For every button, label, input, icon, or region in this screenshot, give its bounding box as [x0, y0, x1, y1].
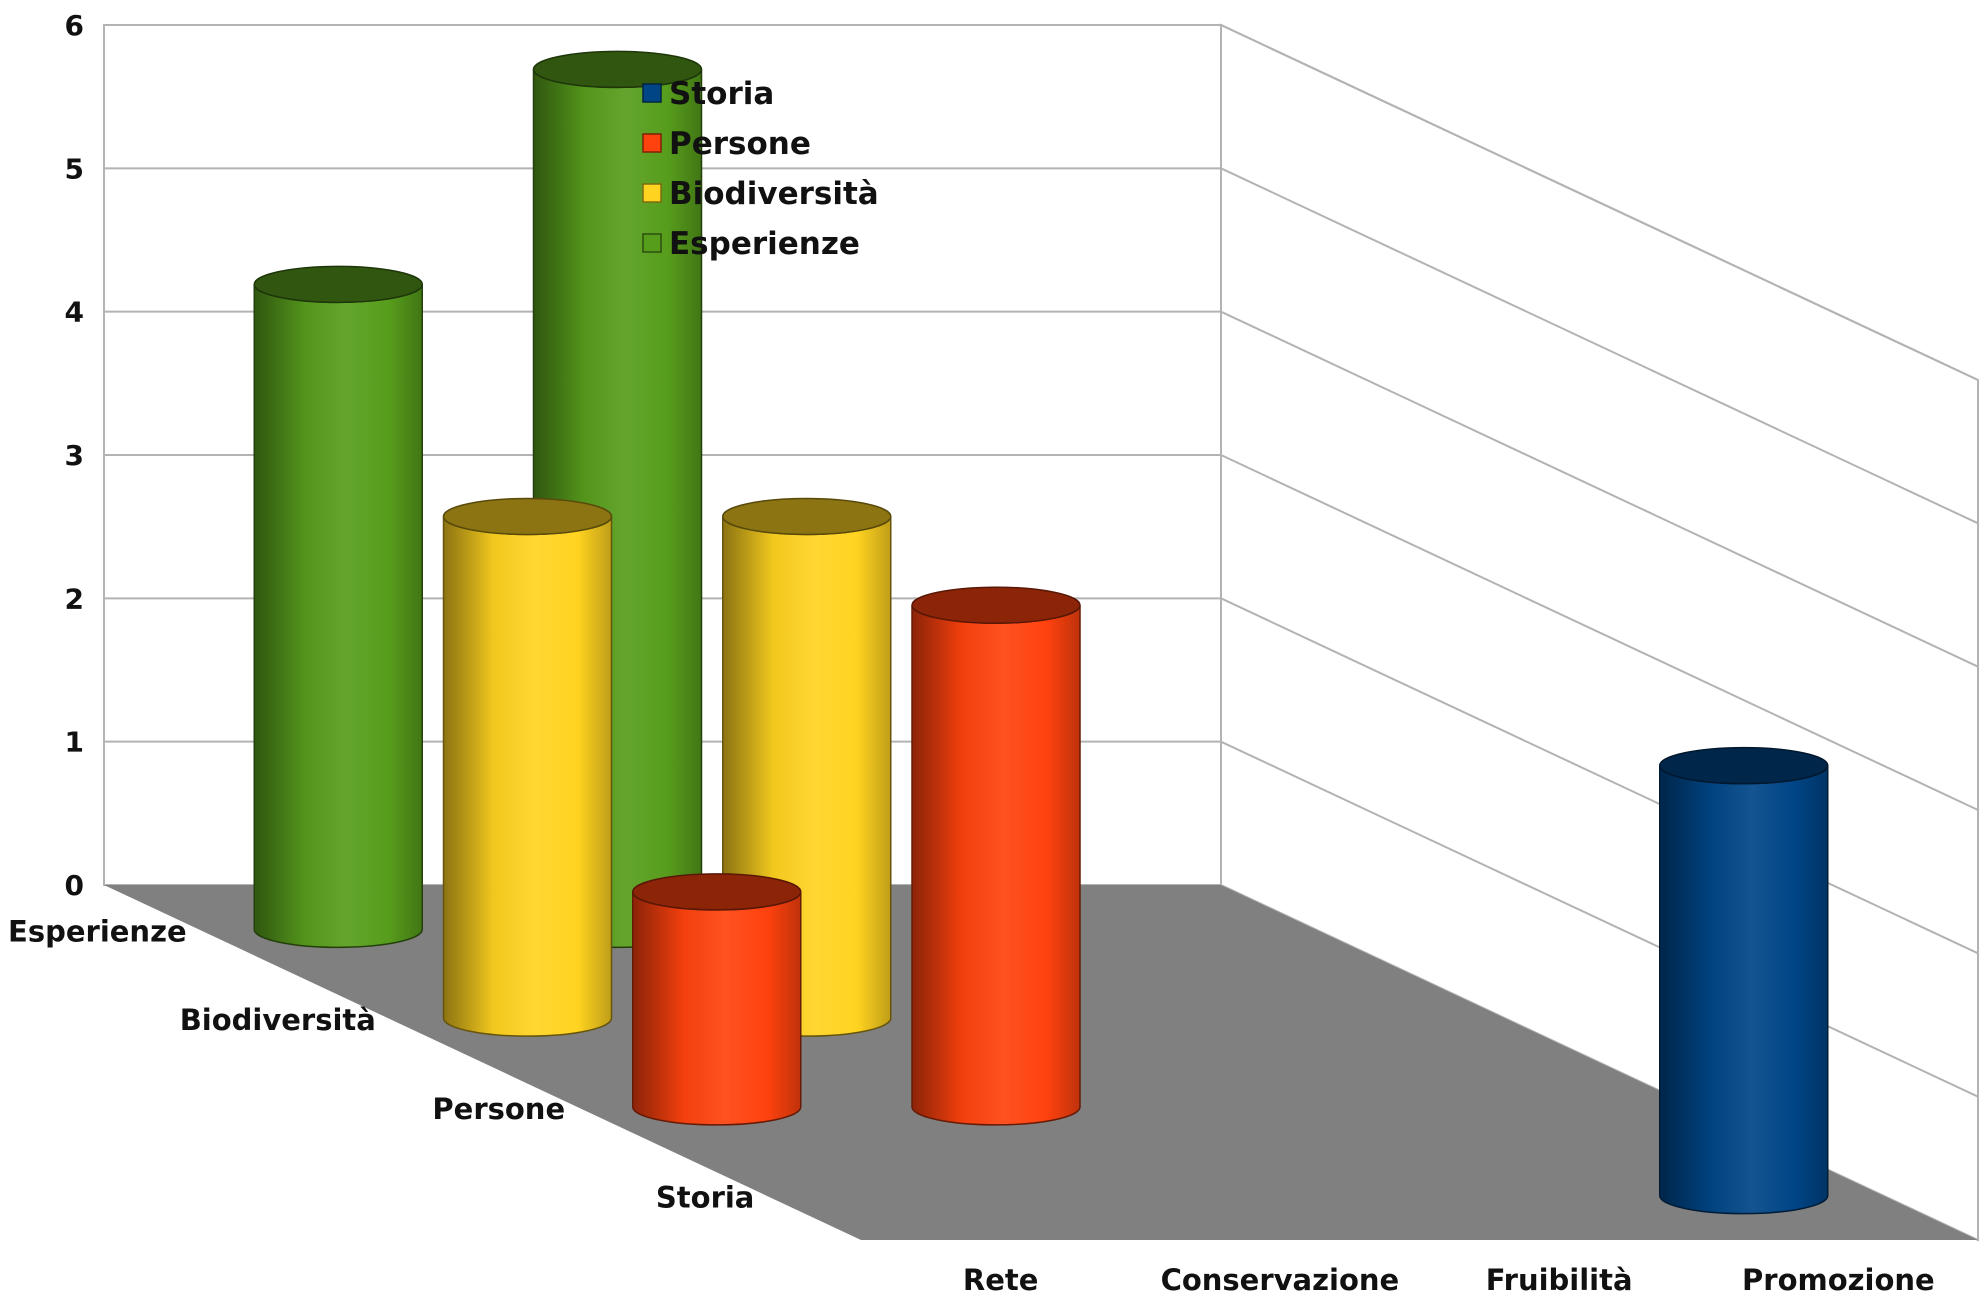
gridline-side: [1220, 597, 1979, 955]
bar-body: [253, 284, 423, 949]
bar-storia-promozione: [1659, 746, 1829, 1215]
bars: [253, 50, 1829, 1215]
depth-axis-label: Esperienze: [8, 914, 187, 948]
axes: 0123456EsperienzeBiodiversitàPersoneStor…: [8, 9, 1935, 1297]
gridline-side: [1220, 167, 1979, 525]
gridline-side: [1220, 310, 1979, 668]
legend-swatch: [642, 233, 662, 253]
y-tick-label: 2: [65, 582, 84, 615]
legend-swatch: [642, 83, 662, 103]
y-tick-label: 1: [65, 726, 84, 759]
y-tick-label: 0: [65, 869, 84, 902]
depth-axis-label: Storia: [656, 1181, 754, 1215]
gridline-side: [1220, 740, 1979, 1098]
y-tick-label: 6: [65, 9, 84, 42]
bar-persone-conservazione: [911, 586, 1081, 1126]
bar-top: [722, 497, 892, 536]
legend-item-label: Storia: [669, 76, 774, 112]
y-tick-label: 3: [65, 439, 84, 472]
y-tick-label: 5: [65, 152, 84, 185]
bar-top: [253, 265, 423, 304]
x-tick-label: Rete: [963, 1263, 1039, 1297]
legend-swatch: [642, 183, 662, 203]
depth-axis-label: Persone: [432, 1092, 565, 1126]
y-tick-label: 4: [65, 296, 84, 329]
bar-top: [632, 873, 802, 911]
x-tick-label: Promozione: [1742, 1263, 1935, 1297]
gridline-side: [1220, 454, 1979, 811]
x-tick-label: Conservazione: [1161, 1263, 1400, 1297]
legend-swatch: [642, 133, 662, 153]
gridline-side: [1220, 24, 1979, 381]
bar-esperienze-rete: [253, 265, 423, 949]
bar-persone-rete: [632, 873, 802, 1126]
legend-item-label: Esperienze: [669, 226, 860, 262]
legend: Storia Persone Biodiversità Esperienze: [642, 76, 879, 262]
bar-top: [1659, 746, 1829, 785]
bar-biodiversita-rete: [442, 497, 613, 1037]
x-tick-label: Fruibilità: [1486, 1263, 1633, 1297]
legend-item-label: Biodiversità: [669, 176, 879, 212]
depth-axis-label: Biodiversità: [180, 1003, 376, 1037]
legend-item-label: Persone: [669, 126, 811, 162]
bar-top: [911, 586, 1081, 624]
bar-body: [911, 605, 1081, 1126]
bar-top: [532, 50, 703, 89]
bar-body: [1659, 765, 1829, 1215]
bar-body: [442, 516, 613, 1037]
bar-top: [442, 497, 613, 536]
bar-body: [632, 891, 802, 1126]
